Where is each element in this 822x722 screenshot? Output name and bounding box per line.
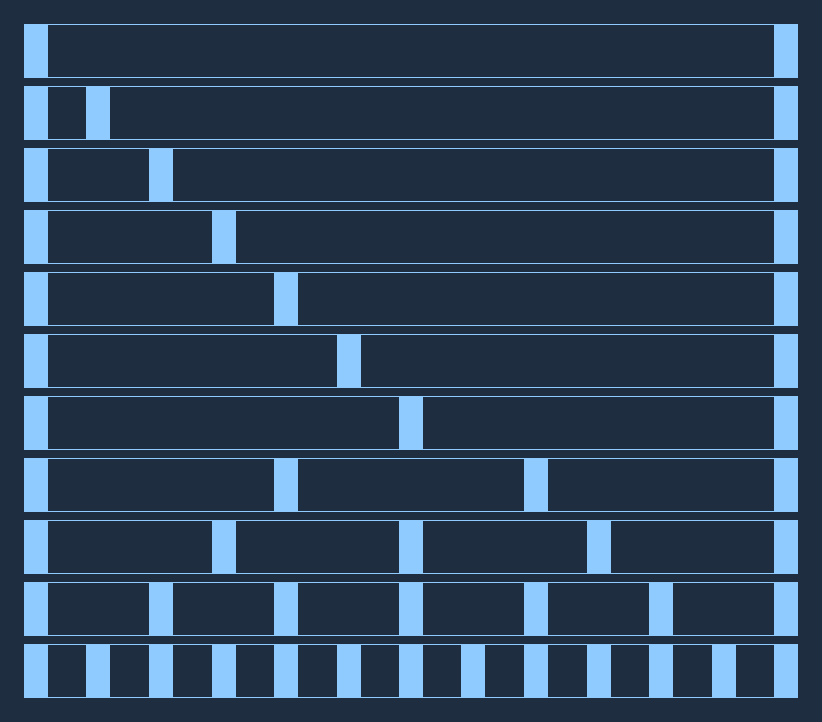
division-row xyxy=(24,458,798,512)
division-bar xyxy=(24,272,48,326)
division-bar xyxy=(337,334,361,388)
division-bar xyxy=(461,644,485,698)
division-bar xyxy=(774,272,798,326)
division-row xyxy=(24,24,798,78)
division-row xyxy=(24,148,798,202)
division-bar xyxy=(399,582,423,636)
division-bar xyxy=(774,334,798,388)
division-bar xyxy=(649,582,673,636)
division-row xyxy=(24,644,798,698)
division-bar xyxy=(274,644,298,698)
division-bar xyxy=(587,520,611,574)
division-row xyxy=(24,210,798,264)
division-bar xyxy=(86,644,110,698)
division-bar xyxy=(24,520,48,574)
division-bar xyxy=(24,148,48,202)
division-bar xyxy=(774,148,798,202)
division-bar xyxy=(524,458,548,512)
division-row xyxy=(24,86,798,140)
division-bar xyxy=(774,86,798,140)
division-bar xyxy=(212,210,236,264)
division-bar xyxy=(149,148,173,202)
division-bar xyxy=(774,520,798,574)
division-bar xyxy=(274,582,298,636)
division-bar xyxy=(774,458,798,512)
division-bar xyxy=(774,644,798,698)
division-bar xyxy=(774,24,798,78)
division-bar xyxy=(24,24,48,78)
division-bar xyxy=(774,210,798,264)
division-bar xyxy=(399,644,423,698)
division-bar xyxy=(524,644,548,698)
division-bar xyxy=(149,644,173,698)
division-bar xyxy=(524,582,548,636)
division-bar xyxy=(274,458,298,512)
division-bar xyxy=(212,520,236,574)
division-bar xyxy=(24,86,48,140)
division-bar xyxy=(337,644,361,698)
division-bar xyxy=(24,644,48,698)
division-bar xyxy=(24,582,48,636)
division-row xyxy=(24,334,798,388)
division-row xyxy=(24,272,798,326)
division-row xyxy=(24,520,798,574)
division-bar xyxy=(86,86,110,140)
division-bar xyxy=(24,334,48,388)
division-bar xyxy=(649,644,673,698)
division-bar xyxy=(24,210,48,264)
division-row xyxy=(24,582,798,636)
division-bar xyxy=(24,458,48,512)
division-bar xyxy=(274,272,298,326)
division-bar xyxy=(774,582,798,636)
division-bar xyxy=(399,396,423,450)
division-bar xyxy=(399,520,423,574)
division-bar xyxy=(712,644,736,698)
division-bar xyxy=(587,644,611,698)
division-bar xyxy=(24,396,48,450)
division-bar xyxy=(212,644,236,698)
division-row xyxy=(24,396,798,450)
division-bar xyxy=(774,396,798,450)
division-bar xyxy=(149,582,173,636)
